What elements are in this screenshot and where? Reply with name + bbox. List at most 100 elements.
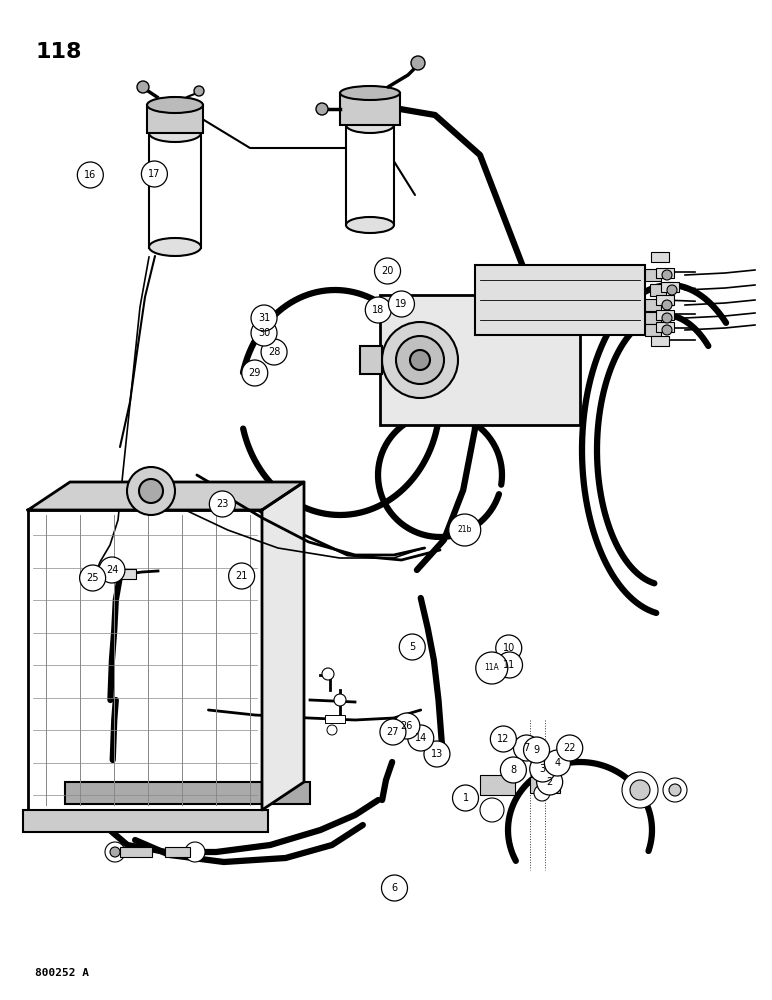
Bar	[651, 336, 669, 346]
Bar	[656, 268, 674, 278]
Text: 27: 27	[387, 727, 399, 737]
Bar	[165, 847, 190, 857]
Circle shape	[410, 350, 430, 370]
Text: 3: 3	[540, 764, 546, 774]
Circle shape	[242, 360, 268, 386]
Circle shape	[380, 719, 406, 745]
Bar	[645, 324, 661, 336]
Bar	[651, 252, 669, 262]
Bar	[380, 295, 580, 425]
Circle shape	[662, 270, 672, 280]
Circle shape	[449, 514, 481, 546]
Bar	[656, 310, 674, 320]
Text: 14: 14	[415, 733, 427, 743]
Circle shape	[622, 772, 658, 808]
Bar	[325, 715, 345, 723]
Circle shape	[110, 847, 120, 857]
Circle shape	[365, 297, 391, 323]
Circle shape	[452, 785, 479, 811]
Ellipse shape	[346, 217, 394, 233]
Circle shape	[496, 635, 522, 661]
Circle shape	[408, 725, 434, 751]
Circle shape	[229, 563, 255, 589]
Text: 11: 11	[503, 660, 516, 670]
Text: 6: 6	[391, 883, 398, 893]
Text: 118: 118	[35, 42, 82, 62]
Circle shape	[500, 757, 527, 783]
Circle shape	[261, 339, 287, 365]
Circle shape	[396, 336, 444, 384]
Circle shape	[185, 842, 205, 862]
Bar	[360, 346, 382, 374]
Circle shape	[388, 291, 415, 317]
Text: 24: 24	[106, 565, 118, 575]
Polygon shape	[262, 482, 304, 810]
Text: 22: 22	[564, 743, 576, 753]
Circle shape	[394, 713, 420, 739]
Circle shape	[334, 694, 346, 706]
Ellipse shape	[149, 124, 201, 142]
Text: 2: 2	[547, 777, 553, 787]
Text: 13: 13	[431, 749, 443, 759]
Circle shape	[399, 634, 425, 660]
Circle shape	[316, 103, 328, 115]
Circle shape	[251, 320, 277, 346]
Text: 12: 12	[497, 734, 510, 744]
Bar	[65, 782, 310, 804]
Ellipse shape	[149, 238, 201, 256]
Circle shape	[137, 81, 149, 93]
Ellipse shape	[340, 86, 400, 100]
Text: 26: 26	[401, 721, 413, 731]
Bar	[656, 295, 674, 305]
Circle shape	[480, 798, 504, 822]
Text: 30: 30	[258, 328, 270, 338]
Circle shape	[496, 652, 523, 678]
Circle shape	[105, 842, 125, 862]
Text: 23: 23	[216, 499, 229, 509]
Text: 8: 8	[510, 765, 516, 775]
Bar	[645, 312, 661, 324]
Circle shape	[382, 322, 458, 398]
Text: 29: 29	[249, 368, 261, 378]
Circle shape	[80, 569, 96, 585]
Bar	[530, 777, 560, 793]
Text: 4: 4	[554, 758, 560, 768]
Ellipse shape	[346, 117, 394, 133]
Bar	[475, 265, 645, 335]
Text: 16: 16	[84, 170, 96, 180]
Circle shape	[557, 735, 583, 761]
Circle shape	[534, 785, 550, 801]
Circle shape	[327, 725, 337, 735]
Circle shape	[669, 784, 681, 796]
Bar	[346, 125, 394, 225]
Text: 21b: 21b	[458, 526, 472, 534]
Bar	[120, 569, 136, 579]
Circle shape	[374, 258, 401, 284]
Text: 11A: 11A	[484, 664, 499, 672]
Text: 17: 17	[148, 169, 161, 179]
Text: 20: 20	[381, 266, 394, 276]
Circle shape	[662, 300, 672, 310]
Ellipse shape	[147, 97, 203, 113]
Text: 5: 5	[409, 642, 415, 652]
Circle shape	[77, 162, 103, 188]
Polygon shape	[28, 482, 304, 510]
Circle shape	[662, 313, 672, 323]
Circle shape	[141, 161, 168, 187]
Text: 25: 25	[86, 573, 99, 583]
Text: 1: 1	[462, 793, 469, 803]
Bar	[480, 775, 515, 795]
Circle shape	[630, 780, 650, 800]
Bar	[645, 299, 661, 311]
Circle shape	[667, 285, 677, 295]
Text: 800252 A: 800252 A	[35, 968, 89, 978]
Circle shape	[99, 557, 125, 583]
Text: 19: 19	[395, 299, 408, 309]
Circle shape	[194, 86, 204, 96]
Bar	[340, 93, 400, 125]
Text: 9: 9	[533, 745, 540, 755]
Text: 18: 18	[372, 305, 384, 315]
Circle shape	[411, 56, 425, 70]
Bar	[645, 269, 661, 281]
Text: 7: 7	[523, 743, 530, 753]
